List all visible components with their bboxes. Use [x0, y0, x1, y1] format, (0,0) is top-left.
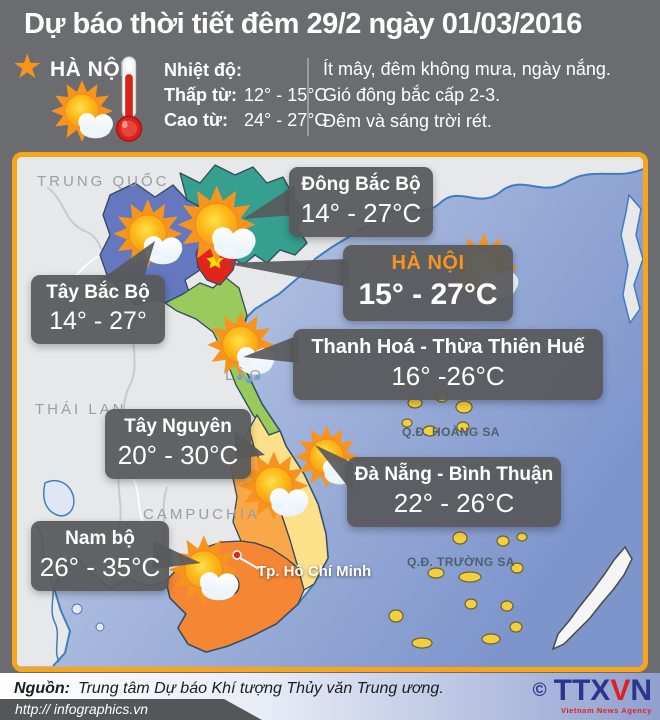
callout-ha-noi: HÀ NỘI 15° - 27°C	[343, 245, 513, 321]
island-label-hoang-sa: Q.Đ. HOÀNG SA	[402, 425, 500, 439]
callout-value: 15° - 27°C	[358, 278, 498, 311]
callout-thanh-hoa-hue: Thanh Hoá - Thừa Thiên Huế 16° -26°C	[293, 329, 603, 401]
temp-low-row: Thấp từ: 12° - 15°C	[164, 83, 327, 108]
region-bac-trung-bo	[164, 276, 281, 436]
callout-value: 14° - 27°	[49, 306, 147, 335]
agency-logo-row: © TTXVN	[533, 676, 652, 706]
callout-title: Đà Nẵng - Bình Thuận	[354, 464, 554, 485]
temp-high-label: Cao từ:	[164, 110, 229, 130]
island-label-truong-sa: Q.Đ. TRƯỜNG SA	[407, 555, 515, 569]
country-label-thailand: THÁI LAN	[35, 401, 127, 418]
temperature-block: Nhiệt độ: Thấp từ: 12° - 15°C Cao từ: 24° …	[164, 58, 327, 133]
callout-tay-bac-bo: Tây Bắc Bộ 14° - 27°	[31, 275, 165, 344]
header-divider	[307, 58, 309, 136]
callout-value: 14° - 27°C	[300, 197, 422, 228]
callout-tay-nguyen: Tây Nguyên 20° - 30°C	[105, 409, 251, 479]
hainan-island	[620, 193, 643, 325]
small-island	[71, 603, 83, 615]
country-label-cambodia: CAMPUCHIA	[143, 506, 261, 523]
callout-value: 20° - 30°C	[117, 439, 239, 470]
palawan-island	[551, 545, 633, 651]
city-dot-icon	[232, 550, 242, 560]
country-label-laos: LÀO	[225, 367, 265, 384]
temp-high-value: 24° - 27°C	[244, 110, 328, 130]
website-ribbon: http:// infographics.vn	[0, 699, 262, 720]
callout-title: Đông Bắc Bộ	[301, 174, 421, 195]
gulf-inlet	[43, 479, 75, 517]
page-title: Dự báo thời tiết đêm 29/2 ngày 01/03/201…	[24, 8, 582, 40]
callout-da-nang-binh-thuan: Đà Nẵng - Bình Thuận 22° - 26°C	[347, 457, 561, 527]
callout-nam-bo: Nam bộ 26° - 35°C	[31, 521, 169, 591]
temp-high-row: Cao từ: 24° - 27°C	[164, 108, 327, 133]
conditions-block: Ít mây, đêm không mưa, ngày nắng. Gió đô…	[323, 56, 611, 134]
callout-value: 22° - 26°C	[393, 487, 515, 518]
callout-title: Nam bộ	[65, 528, 135, 549]
agency-logo: © TTXVN Vietnam News Agency	[533, 676, 652, 715]
weather-map: TRUNG QUỐC LÀO THÁI LAN CAMPUCHIA Q.Đ. H…	[12, 152, 648, 672]
condition-line: Ít mây, đêm không mưa, ngày nắng.	[323, 59, 611, 79]
city-marker-line	[239, 557, 260, 570]
source-text: Trung tâm Dự báo Khí tượng Thủy văn Trun…	[77, 680, 444, 697]
temp-title: Nhiệt độ:	[164, 58, 327, 83]
agency-name-part-red: V	[610, 674, 631, 707]
callout-title: Tây Nguyên	[124, 416, 232, 437]
callout-title: Tây Bắc Bộ	[46, 282, 150, 303]
callout-value: 26° - 35°C	[39, 551, 161, 582]
city-marker-label: Tp. Hồ Chí Minh	[257, 563, 372, 580]
country-label-china: TRUNG QUỐC	[37, 173, 170, 190]
callout-title: Thanh Hoá - Thừa Thiên Huế	[311, 336, 585, 358]
agency-subtitle: Vietnam News Agency	[560, 706, 652, 715]
copyright-icon: ©	[532, 680, 547, 701]
agency-name-part: TTX	[553, 674, 611, 707]
footer: Nguồn: Trung tâm Dự báo Khí tượng Thủy vă…	[0, 673, 660, 720]
callout-title: HÀ NỘI	[391, 252, 465, 274]
callout-dong-bac-bo: Đông Bắc Bộ 14° - 27°C	[289, 167, 433, 237]
temp-low-value: 12° - 15°C	[244, 85, 328, 105]
header-city-label: HÀ NỘI	[50, 58, 127, 81]
small-island	[95, 622, 105, 632]
condition-line: Đêm và sáng trời rét.	[323, 111, 492, 131]
agency-name-part: N	[630, 674, 652, 707]
truong-sa-islands	[388, 531, 528, 649]
condition-line: Gió đông bắc cấp 2-3.	[323, 85, 501, 105]
source-label: Nguồn:	[14, 680, 70, 697]
agency-name: TTXVN	[554, 676, 652, 706]
temp-title-label: Nhiệt độ:	[164, 60, 242, 80]
thermometer-icon	[115, 56, 143, 142]
source-line: Nguồn: Trung tâm Dự báo Khí tượng Thủy vă…	[14, 680, 444, 698]
flag-star-icon	[206, 252, 224, 269]
star-icon: ★	[12, 48, 43, 86]
temp-low-label: Thấp từ:	[164, 85, 238, 105]
callout-value: 16° -26°C	[391, 361, 505, 391]
